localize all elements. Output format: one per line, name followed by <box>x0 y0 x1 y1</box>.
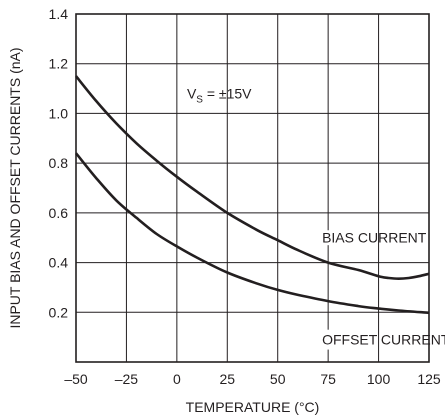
bias-current-label: BIAS CURRENT <box>322 230 427 246</box>
x-tick-label: 75 <box>320 371 336 387</box>
grid <box>76 14 429 362</box>
x-tick-label: 25 <box>219 371 235 387</box>
supply-voltage-annotation: VS = ±15V <box>187 86 252 106</box>
x-tick-label: 50 <box>270 371 286 387</box>
x-tick-label: 0 <box>173 371 181 387</box>
annotation-prefix: V <box>187 86 197 102</box>
y-axis-label: INPUT BIAS AND OFFSET CURRENTS (nA) <box>7 47 23 328</box>
x-tick-label: –50 <box>64 371 88 387</box>
x-axis-label: TEMPERATURE (°C) <box>186 399 320 415</box>
y-tick-label: 1.2 <box>49 56 69 72</box>
offset-current-label: OFFSET CURRENT <box>322 332 445 348</box>
plot-frame <box>75 13 430 363</box>
y-tick-label: 0.2 <box>49 304 69 320</box>
x-tick-label: –25 <box>115 371 139 387</box>
y-tick-label: 1.0 <box>49 105 69 121</box>
x-tick-label: 125 <box>417 371 441 387</box>
series-line <box>74 75 430 280</box>
x-tick-labels: –50 –25 0 25 50 75 100 125 <box>64 371 441 387</box>
x-tick-label: 100 <box>367 371 391 387</box>
curves <box>74 75 430 315</box>
series-line <box>74 152 430 315</box>
annotation-subscript: S <box>196 95 203 106</box>
annotation-suffix: = ±15V <box>203 86 252 102</box>
y-tick-label: 0.4 <box>49 255 69 271</box>
y-tick-label: 1.4 <box>49 6 69 22</box>
y-tick-labels: 0.2 0.4 0.6 0.8 1.0 1.2 1.4 <box>49 6 69 320</box>
y-tick-label: 0.6 <box>49 205 69 221</box>
y-tick-label: 0.8 <box>49 155 69 171</box>
